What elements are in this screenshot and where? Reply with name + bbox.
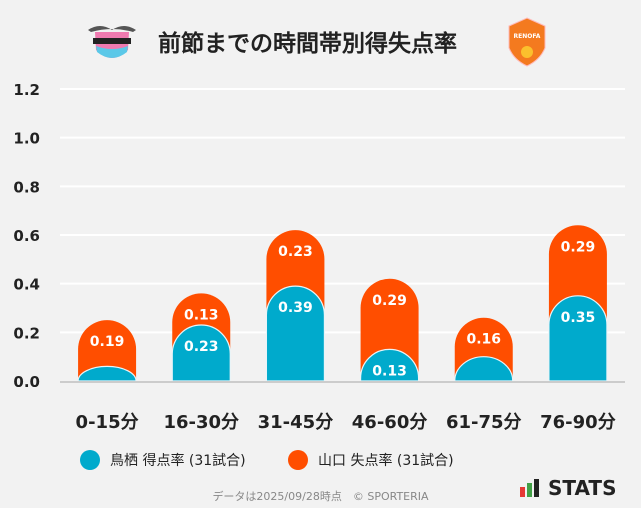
bar-yamaguchi <box>78 320 137 381</box>
data-label-tosu: 0.39 <box>278 300 313 316</box>
legend-swatch <box>80 450 100 470</box>
chart-title: 前節までの時間帯別得失点率 <box>158 31 457 57</box>
x-tick-label: 0-15分 <box>76 412 139 433</box>
legend-item-yamaguchi: 山口 失点率 (31試合) <box>288 450 454 470</box>
data-label-yamaguchi: 0.29 <box>561 239 596 255</box>
footer-note: データは2025/09/28時点 © SPORTERIA <box>212 490 429 503</box>
data-label-tosu: 0.35 <box>561 310 596 326</box>
bar-tosu <box>359 348 420 382</box>
plot-area: 0.0 0.2 0.4 0.6 0.8 1.0 1.2 0.19 0-15分 0.13 0.23 16… <box>13 81 625 433</box>
legend-label: 山口 失点率 (31試合) <box>318 453 454 469</box>
data-label-yamaguchi: 0.13 <box>184 307 219 323</box>
data-label-yamaguchi: 0.23 <box>278 244 313 260</box>
y-tick-label: 1.0 <box>13 130 40 148</box>
y-tick-label: 1.2 <box>13 81 40 99</box>
legend-label: 鳥栖 得点率 (31試合) <box>110 453 246 469</box>
x-tick-label: 16-30分 <box>163 412 239 433</box>
stats-text: STATS <box>548 476 617 500</box>
data-label-tosu: 0.13 <box>372 363 407 379</box>
stats-logo: STATS <box>520 476 616 500</box>
y-tick-label: 0.2 <box>13 324 40 342</box>
renofa-logo: RENOFA <box>508 17 546 67</box>
data-label-yamaguchi: 0.16 <box>466 332 501 348</box>
bar-tosu <box>265 285 326 382</box>
y-tick-label: 0.8 <box>13 178 40 196</box>
bar-tosu <box>548 295 608 382</box>
y-tick-label: 0.6 <box>13 227 40 245</box>
data-label-tosu: 0.23 <box>184 339 219 355</box>
legend-item-tosu: 鳥栖 得点率 (31試合) <box>80 450 246 470</box>
stats-bars-icon <box>520 479 539 497</box>
sagan-tosu-logo <box>88 26 136 58</box>
bar-tosu <box>77 365 137 382</box>
data-label-yamaguchi: 0.29 <box>372 293 407 309</box>
legend-swatch <box>288 450 308 470</box>
x-tick-label: 61-75分 <box>446 412 522 433</box>
x-tick-label: 31-45分 <box>258 412 334 433</box>
y-tick-label: 0.0 <box>13 373 40 391</box>
x-tick-label: 46-60分 <box>352 412 428 433</box>
data-label-yamaguchi: 0.19 <box>90 334 125 350</box>
bar-tosu <box>454 356 514 382</box>
x-tick-label: 76-90分 <box>540 412 616 433</box>
logos: RENOFA <box>88 17 546 67</box>
bar-tosu <box>171 324 231 382</box>
y-tick-label: 0.4 <box>13 276 40 294</box>
renofa-logo-text: RENOFA <box>514 33 541 40</box>
